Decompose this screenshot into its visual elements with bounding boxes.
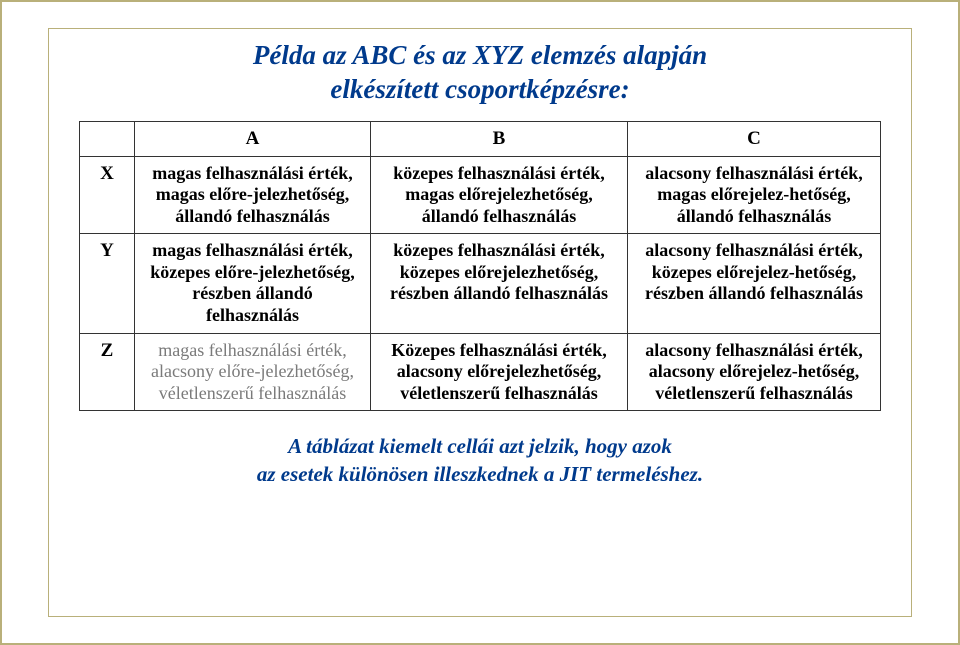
- cell-y-a: magas felhasználási érték, közepes előre…: [135, 234, 371, 333]
- corner-cell: [80, 121, 135, 156]
- cell-x-c: alacsony felhasználási érték, magas előr…: [628, 156, 881, 234]
- footer-note: A táblázat kiemelt cellái azt jelzik, ho…: [77, 433, 883, 488]
- col-header-a: A: [135, 121, 371, 156]
- title-line-2: elkészített csoportképzésre:: [330, 74, 629, 104]
- cell-text: magas felhasználási érték, magas előre-j…: [152, 163, 352, 226]
- cell-z-b: Közepes felhasználási érték, alacsony el…: [371, 333, 628, 411]
- cell-y-b: közepes felhasználási érték, közepes elő…: [371, 234, 628, 333]
- page-title: Példa az ABC és az XYZ elemzés alapján e…: [77, 39, 883, 107]
- cell-text: közepes felhasználási érték, magas előre…: [393, 163, 604, 226]
- row-z: Z magas felhasználási érték, alacsony el…: [80, 333, 881, 411]
- cell-text: magas felhasználási érték, közepes előre…: [150, 240, 355, 325]
- col-header-c: C: [628, 121, 881, 156]
- cell-y-c: alacsony felhasználási érték, közepes el…: [628, 234, 881, 333]
- cell-text: magas felhasználási érték, alacsony előr…: [151, 340, 354, 403]
- slide-inner: Példa az ABC és az XYZ elemzés alapján e…: [48, 28, 912, 617]
- cell-x-a: magas felhasználási érték, magas előre-j…: [135, 156, 371, 234]
- abc-xyz-matrix: A B C X magas felhasználási érték, magas…: [79, 121, 881, 412]
- cell-text: Közepes felhasználási érték, alacsony el…: [391, 340, 606, 403]
- row-header-z: Z: [80, 333, 135, 411]
- cell-text: alacsony felhasználási érték, magas előr…: [645, 163, 863, 226]
- row-x: X magas felhasználási érték, magas előre…: [80, 156, 881, 234]
- footer-line-1: A táblázat kiemelt cellái azt jelzik, ho…: [288, 434, 672, 458]
- footer-line-2: az esetek különösen illeszkednek a JIT t…: [257, 462, 703, 486]
- slide-frame: Példa az ABC és az XYZ elemzés alapján e…: [0, 0, 960, 645]
- title-line-1: Példa az ABC és az XYZ elemzés alapján: [253, 40, 707, 70]
- cell-text: közepes felhasználási érték, közepes elő…: [390, 240, 608, 303]
- cell-text: alacsony felhasználási érték, közepes el…: [645, 240, 863, 303]
- cell-x-b: közepes felhasználási érték, magas előre…: [371, 156, 628, 234]
- header-row: A B C: [80, 121, 881, 156]
- row-y: Y magas felhasználási érték, közepes elő…: [80, 234, 881, 333]
- cell-text: alacsony felhasználási érték, alacsony e…: [645, 340, 863, 403]
- cell-z-c: alacsony felhasználási érték, alacsony e…: [628, 333, 881, 411]
- col-header-b: B: [371, 121, 628, 156]
- row-header-y: Y: [80, 234, 135, 333]
- cell-z-a: magas felhasználási érték, alacsony előr…: [135, 333, 371, 411]
- row-header-x: X: [80, 156, 135, 234]
